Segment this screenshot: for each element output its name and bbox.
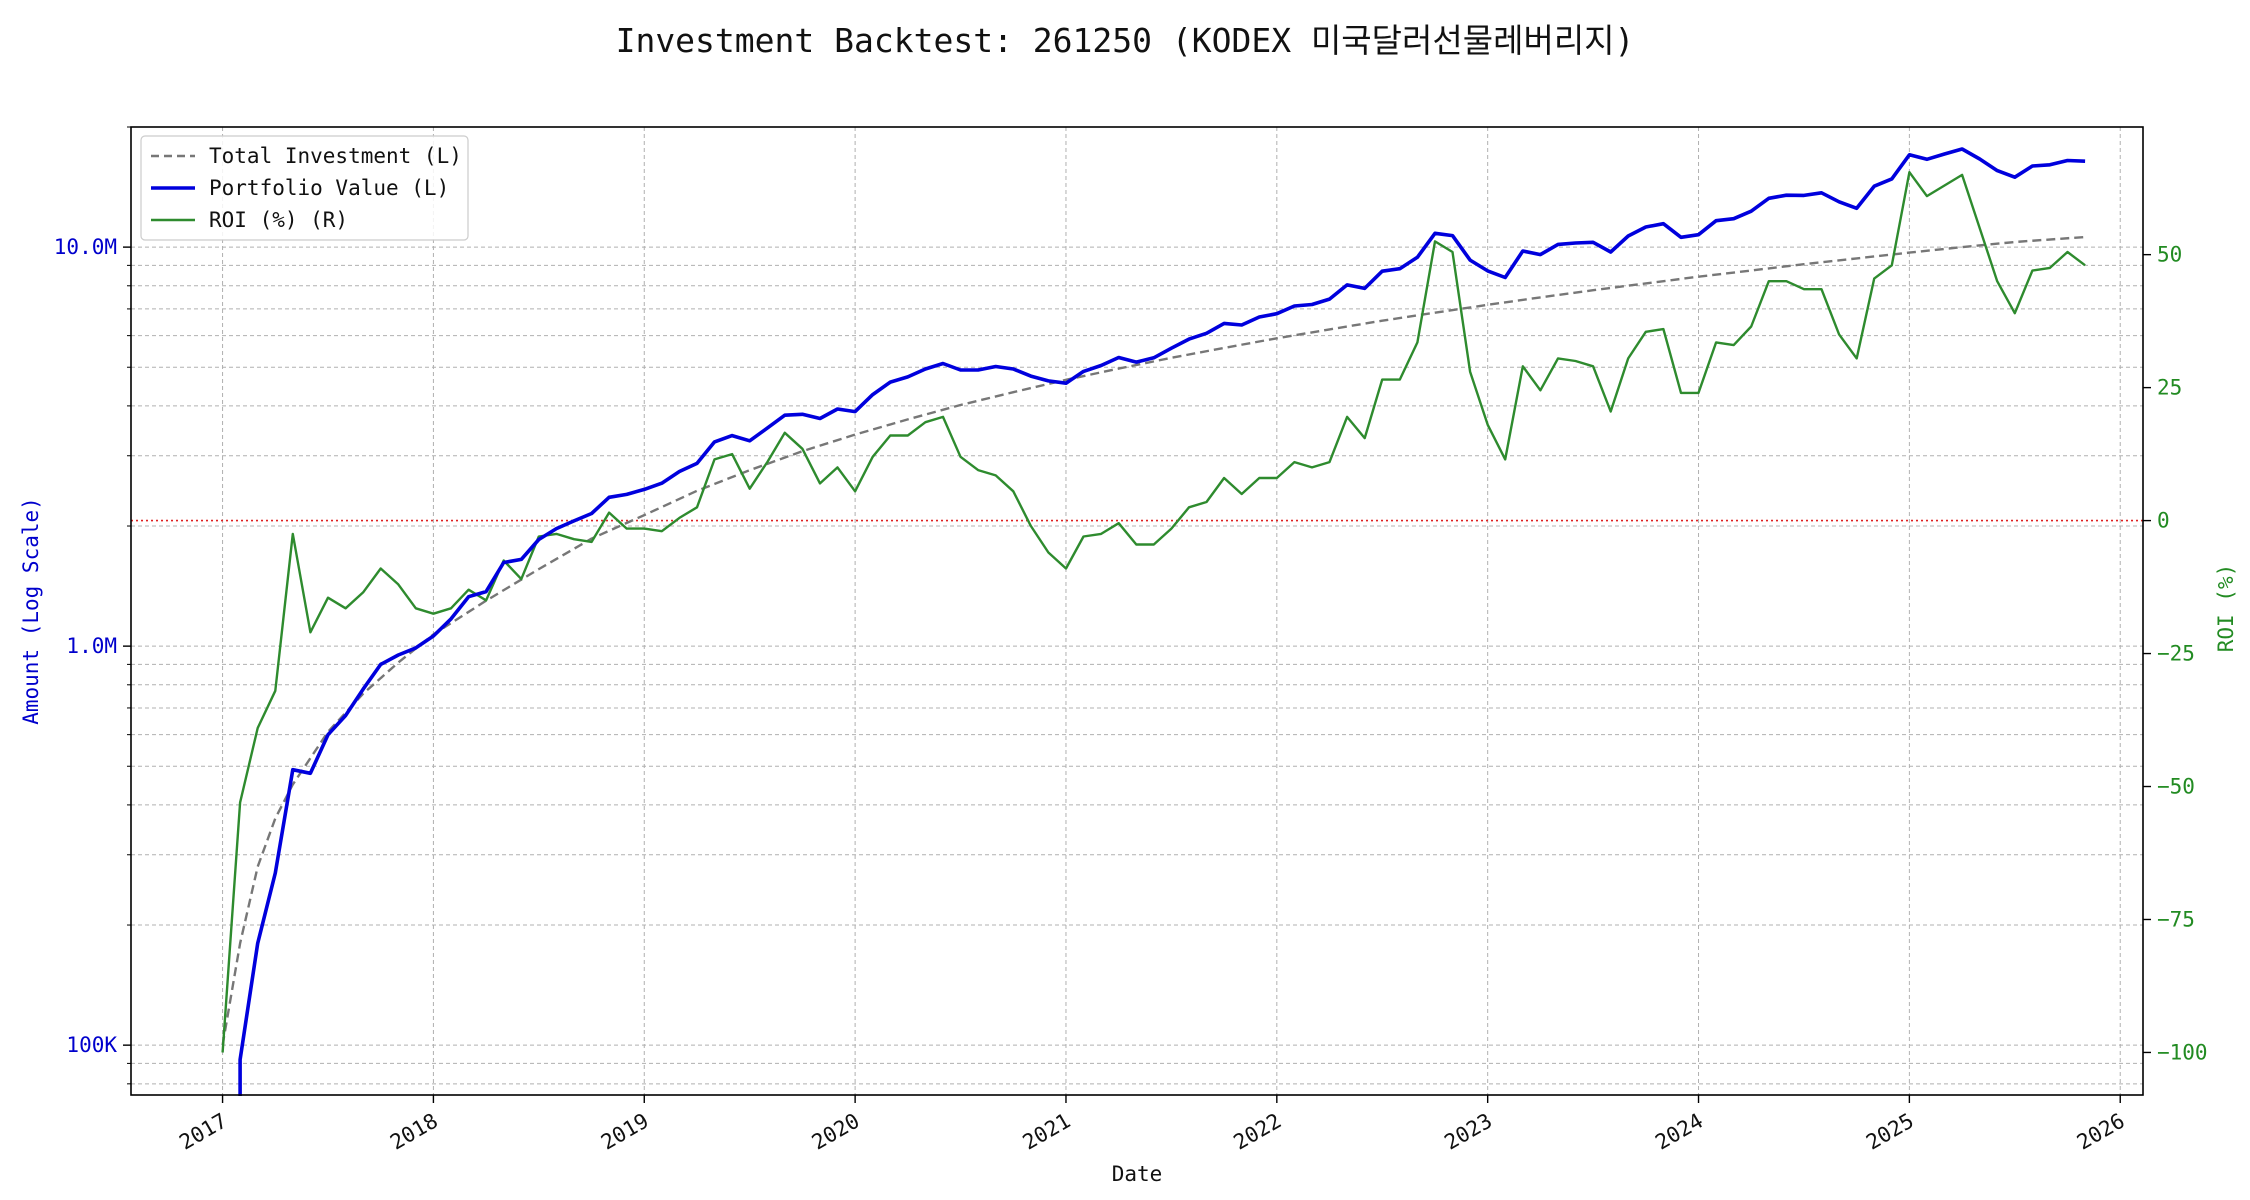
y-left-tick-label: 1.0M <box>66 634 117 658</box>
y-axis-left-label: Amount (Log Scale) <box>19 497 43 725</box>
y-right-tick-label: −75 <box>2157 907 2195 931</box>
y-right-tick-label: 0 <box>2157 509 2170 533</box>
chart-title: Investment Backtest: 261250 (KODEX 미국달러선… <box>615 21 1635 60</box>
series-layer <box>129 147 2145 1200</box>
roi-line <box>221 170 2086 1053</box>
legend-label: Portfolio Value (L) <box>209 176 449 200</box>
y-right-tick-label: −100 <box>2157 1040 2208 1064</box>
y-axis-right-label: ROI (%) <box>2214 564 2238 653</box>
y-right-tick-label: −25 <box>2157 642 2195 666</box>
total-investment-line <box>221 235 2086 1046</box>
legend-label: Total Investment (L) <box>209 144 462 168</box>
legend-box <box>140 135 469 241</box>
legend: Total Investment (L) Portfolio Value (L) R… <box>140 135 469 241</box>
plot-bottom-mask <box>129 1096 2145 1200</box>
y-right-tick-label: 25 <box>2157 376 2182 400</box>
grid-layer <box>131 126 2143 1095</box>
y-left-tick-label: 100K <box>66 1033 117 1057</box>
plot-frame <box>130 126 2144 1096</box>
portfolio-value-line <box>238 147 2086 1120</box>
y-left-tick-label: 10.0M <box>54 235 117 259</box>
legend-label: ROI (%) (R) <box>209 208 348 232</box>
x-axis-label: Date <box>1112 1162 1163 1186</box>
y-right-tick-label: −50 <box>2157 775 2195 799</box>
y-right-tick-label: 50 <box>2157 243 2182 267</box>
axis-layer: 2017 2018 2019 2020 2021 2022 2023 2024 2025 2026… <box>54 126 2208 1155</box>
